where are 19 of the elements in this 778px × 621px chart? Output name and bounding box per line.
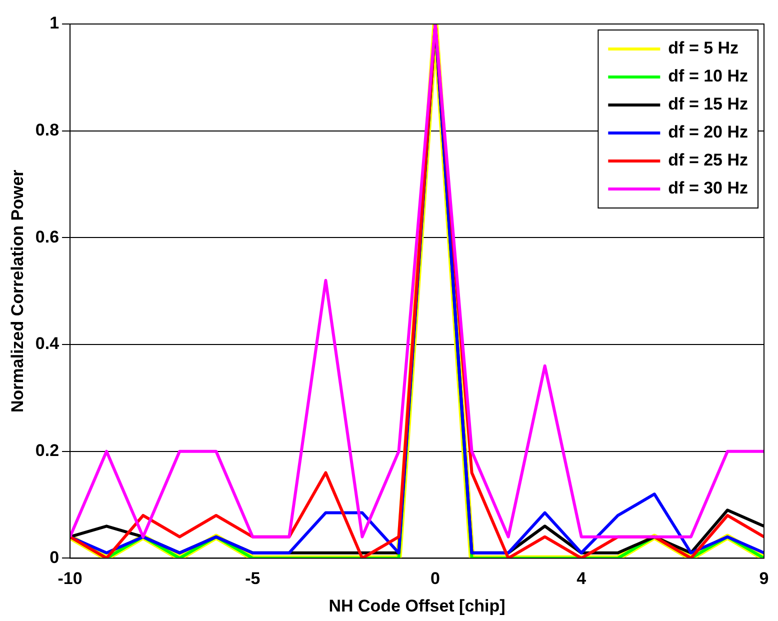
legend-label: df = 25 Hz: [668, 150, 748, 170]
x-tick-label: 9: [759, 569, 769, 588]
y-tick-label: 1: [50, 14, 60, 33]
legend-label: df = 20 Hz: [668, 122, 748, 142]
y-tick-label: 0.4: [35, 334, 60, 354]
y-tick-label: 0: [50, 548, 60, 567]
legend-label: df = 10 Hz: [668, 66, 748, 86]
x-axis-title: NH Code Offset [chip]: [328, 596, 506, 616]
x-tick-label: -10: [58, 569, 82, 588]
y-tick-label: 0.8: [35, 120, 60, 140]
legend-label: df = 5 Hz: [668, 38, 739, 58]
legend-label: df = 30 Hz: [668, 178, 748, 198]
legend-label: df = 15 Hz: [668, 94, 748, 114]
y-tick-label: 0.6: [35, 227, 60, 246]
x-tick-label: 4: [576, 569, 587, 588]
y-tick-label: 0.2: [35, 441, 60, 460]
x-tick-label: -5: [245, 569, 260, 588]
x-tick-label: 0: [430, 569, 440, 588]
y-axis-title: Normalized Correlation Power: [8, 169, 27, 412]
